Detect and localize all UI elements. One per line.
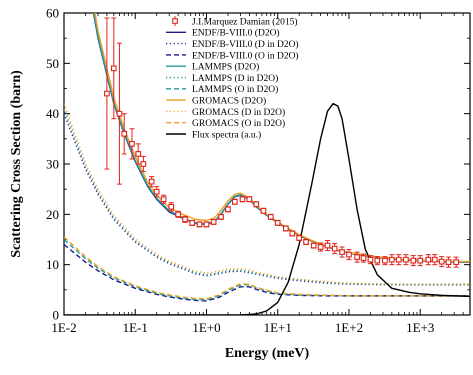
x-tick-label: 1E-2	[51, 320, 76, 335]
x-tick-label: 1E-1	[123, 320, 148, 335]
y-tick-label: 50	[46, 56, 59, 71]
x-axis-title: Energy (meV)	[225, 346, 310, 361]
series-line-lammps-d-in-d2o	[64, 108, 470, 285]
legend-label: LAMMPS (D2O)	[192, 62, 259, 73]
data-point	[148, 178, 155, 185]
axis-ticks: 1E-2 1E-1 1E+0 1E+1 1E+2 1E+3 0 10 20 30 40 50 60	[46, 6, 471, 335]
data-point	[438, 258, 445, 265]
y-tick-label: 10	[46, 257, 59, 272]
data-point	[282, 225, 289, 232]
data-point	[153, 188, 160, 195]
plot-area	[63, 12, 471, 316]
data-point	[296, 235, 303, 241]
y-axis-title: Scattering Cross Section (barn)	[9, 70, 24, 258]
data-point	[239, 196, 246, 203]
data-point	[331, 245, 338, 252]
legend-label: J.I.Marquez Damian (2015)	[192, 16, 298, 27]
legend-swatch-marker	[172, 18, 178, 24]
data-point	[253, 201, 260, 208]
y-tick-label: 40	[46, 106, 59, 121]
legend-label: GROMACS (D2O)	[192, 96, 266, 107]
data-point	[189, 220, 196, 226]
y-tick-label: 60	[46, 6, 59, 21]
data-point	[431, 256, 438, 263]
data-point	[135, 151, 142, 157]
y-tick-label: 0	[53, 308, 60, 323]
data-point	[410, 257, 417, 264]
series-layer	[64, 13, 470, 315]
data-point	[140, 161, 147, 167]
data-point	[175, 211, 181, 218]
data-point	[310, 242, 317, 249]
data-point	[210, 219, 217, 225]
data-point	[104, 90, 110, 97]
data-point	[317, 244, 324, 250]
legend-label: ENDF/B-VIII.0 (O in D2O)	[192, 50, 299, 61]
data-point	[218, 214, 224, 220]
data-point	[339, 249, 345, 255]
data-point	[260, 207, 267, 214]
legend-label: ENDF/B-VIII.0 (D in D2O)	[192, 39, 299, 50]
legend-label: LAMMPS (D in D2O)	[192, 73, 278, 84]
data-point	[274, 220, 281, 226]
legend: J.I.Marquez Damian (2015)ENDF/B-VIII.0 (…	[166, 16, 299, 140]
series-line-flux-spectra-a-u	[64, 102, 470, 315]
data-point	[196, 221, 203, 228]
y-tick-label: 20	[46, 207, 59, 222]
data-point	[367, 256, 374, 263]
legend-label: ENDF/B-VIII.0 (D2O)	[192, 28, 280, 39]
data-point	[160, 196, 167, 203]
data-point	[395, 256, 402, 263]
data-point	[374, 257, 381, 264]
data-point	[453, 259, 460, 266]
x-tick-label: 1E+3	[406, 320, 434, 335]
data-point	[417, 257, 424, 264]
y-tick-label: 30	[46, 157, 59, 172]
data-point	[225, 206, 231, 213]
data-point	[231, 198, 238, 205]
x-tick-label: 1E+0	[192, 320, 220, 335]
data-point	[246, 196, 253, 203]
data-point	[324, 242, 331, 249]
series-line-endf-b-viii-0-d-in-d2o	[64, 113, 470, 286]
data-point	[403, 256, 409, 263]
legend-label: GROMACS (D in D2O)	[192, 107, 285, 118]
data-point	[110, 65, 117, 72]
x-tick-label: 1E+2	[335, 320, 363, 335]
data-point	[382, 257, 388, 264]
data-point	[289, 230, 296, 237]
data-point	[129, 141, 135, 147]
series-line-gromacs-d2o	[94, 13, 470, 263]
x-tick-label: 1E+1	[264, 320, 292, 335]
data-point	[303, 239, 309, 245]
series-line-gromacs-o-in-d2o	[64, 236, 470, 300]
data-point	[354, 254, 360, 260]
data-point	[445, 259, 452, 266]
data-point	[121, 130, 128, 137]
data-point	[346, 251, 352, 258]
legend-label: Flux spectra (a.u.)	[192, 129, 261, 140]
data-point	[267, 214, 274, 220]
data-point	[203, 221, 210, 228]
data-point	[389, 256, 395, 263]
data-point	[116, 110, 123, 117]
legend-label: LAMMPS (O in D2O)	[192, 84, 278, 95]
data-point	[182, 216, 188, 223]
data-point	[360, 255, 367, 261]
data-point	[425, 256, 432, 263]
data-point	[168, 203, 175, 210]
legend-label: GROMACS (O in D2O)	[192, 118, 285, 129]
